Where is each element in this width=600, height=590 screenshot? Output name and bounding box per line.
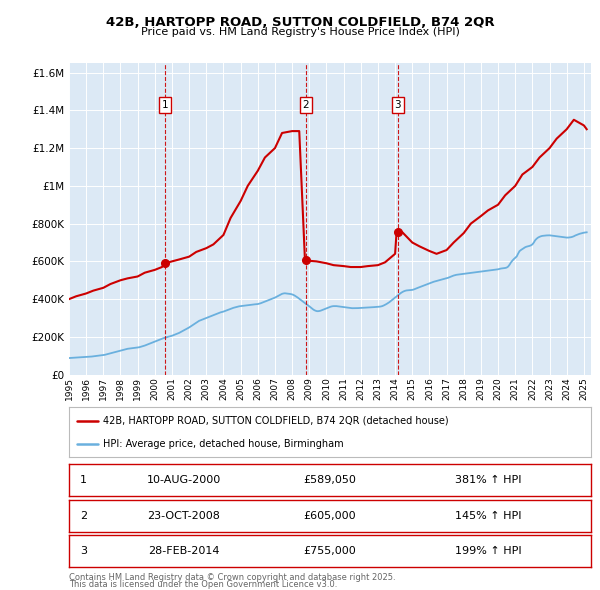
Text: This data is licensed under the Open Government Licence v3.0.: This data is licensed under the Open Gov… — [69, 580, 337, 589]
Text: £589,050: £589,050 — [304, 476, 356, 485]
Text: 42B, HARTOPP ROAD, SUTTON COLDFIELD, B74 2QR (detached house): 42B, HARTOPP ROAD, SUTTON COLDFIELD, B74… — [103, 415, 449, 425]
Text: 3: 3 — [395, 100, 401, 110]
Text: 381% ↑ HPI: 381% ↑ HPI — [455, 476, 522, 485]
Text: 199% ↑ HPI: 199% ↑ HPI — [455, 546, 522, 556]
Text: 1: 1 — [162, 100, 169, 110]
Text: 23-OCT-2008: 23-OCT-2008 — [148, 511, 220, 520]
Text: Contains HM Land Registry data © Crown copyright and database right 2025.: Contains HM Land Registry data © Crown c… — [69, 573, 395, 582]
Text: £755,000: £755,000 — [304, 546, 356, 556]
Text: 2: 2 — [80, 511, 87, 520]
Text: 3: 3 — [80, 546, 87, 556]
Text: HPI: Average price, detached house, Birmingham: HPI: Average price, detached house, Birm… — [103, 439, 344, 449]
Text: 10-AUG-2000: 10-AUG-2000 — [147, 476, 221, 485]
Text: £605,000: £605,000 — [304, 511, 356, 520]
Text: 2: 2 — [302, 100, 310, 110]
Text: 145% ↑ HPI: 145% ↑ HPI — [455, 511, 522, 520]
Text: Price paid vs. HM Land Registry's House Price Index (HPI): Price paid vs. HM Land Registry's House … — [140, 28, 460, 37]
Text: 1: 1 — [80, 476, 87, 485]
Text: 42B, HARTOPP ROAD, SUTTON COLDFIELD, B74 2QR: 42B, HARTOPP ROAD, SUTTON COLDFIELD, B74… — [106, 16, 494, 29]
Text: 28-FEB-2014: 28-FEB-2014 — [148, 546, 220, 556]
